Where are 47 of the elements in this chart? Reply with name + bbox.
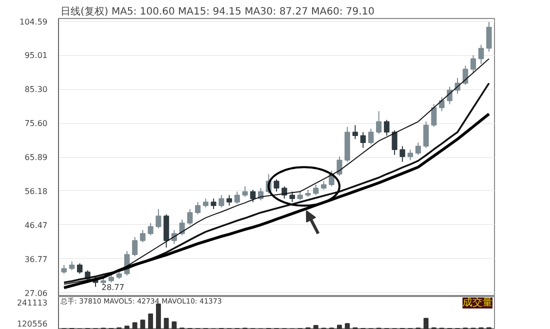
candlestick [376, 110, 382, 134]
candlestick [313, 184, 319, 196]
candlestick [132, 236, 138, 257]
candlestick [148, 222, 154, 236]
y-tick-label: 75.60 [24, 119, 48, 128]
candlestick [478, 44, 484, 64]
candlestick [140, 230, 146, 243]
candlestick [187, 208, 193, 226]
candlestick [274, 178, 280, 192]
y-tick-label: 95.01 [24, 51, 48, 60]
candlestick [156, 208, 162, 229]
candlestick [76, 262, 83, 274]
candlestick [226, 194, 232, 206]
candlestick [486, 21, 492, 52]
candlestick [218, 194, 224, 208]
candlestick [423, 121, 429, 148]
candlestick [195, 202, 201, 215]
candlestick [408, 149, 414, 161]
candlestick [210, 198, 216, 210]
y-tick-label: 56.18 [24, 186, 48, 196]
y-tick-label: 120556 [16, 319, 48, 328]
candlestick [360, 132, 366, 148]
candlestick [352, 124, 358, 140]
candlestick [431, 104, 437, 128]
annotation: 成交量 [462, 296, 492, 308]
y-tick-label: 241113 [16, 298, 48, 308]
candlestick [470, 54, 476, 74]
candlestick [415, 142, 421, 156]
candlestick [462, 65, 468, 86]
candlestick [234, 191, 240, 204]
candlestick [242, 186, 248, 198]
candlestick [250, 189, 256, 203]
y-tick-label: 85.30 [24, 85, 48, 94]
y-tick-label: 27.06 [24, 288, 48, 298]
candlestick [400, 146, 406, 162]
candlestick [368, 128, 374, 145]
candlestick [384, 119, 390, 136]
chart-title: 日线(复权) MA5: 100.60 MA15: 94.15 MA30: 87.27 MA60: 79.10 [60, 6, 374, 18]
y-tick-label: 104.59 [20, 18, 48, 27]
y-tick-label: 46.47 [24, 220, 48, 230]
candlestick [289, 191, 295, 203]
candlestick [336, 156, 342, 176]
annotation: 28.77 [101, 282, 124, 292]
y-tick-label: 65.89 [24, 153, 48, 162]
candlestick [392, 130, 398, 156]
y-tick-label: 36.77 [24, 254, 48, 264]
line-series [62, 112, 490, 290]
